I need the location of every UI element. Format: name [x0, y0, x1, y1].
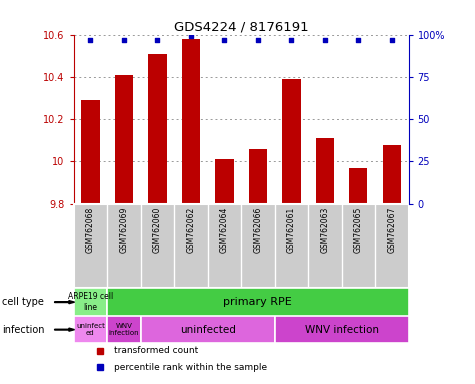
- Text: infection: infection: [2, 324, 45, 334]
- Bar: [349, 168, 368, 204]
- Bar: [248, 149, 267, 204]
- Bar: [275, 316, 408, 343]
- Text: GSM762063: GSM762063: [320, 206, 329, 253]
- Text: GSM762069: GSM762069: [119, 206, 128, 253]
- Point: [254, 36, 262, 43]
- Text: ARPE19 cell
line: ARPE19 cell line: [68, 293, 113, 312]
- Bar: [215, 159, 234, 204]
- Bar: [315, 138, 334, 204]
- Bar: [81, 100, 100, 204]
- Text: GSM762068: GSM762068: [86, 206, 95, 253]
- Bar: [148, 54, 167, 204]
- Bar: [74, 288, 107, 316]
- Point: [287, 36, 295, 43]
- Text: WNV
infection: WNV infection: [109, 323, 139, 336]
- Bar: [382, 144, 401, 204]
- Bar: [141, 316, 275, 343]
- Text: WNV infection: WNV infection: [304, 324, 379, 334]
- Title: GDS4224 / 8176191: GDS4224 / 8176191: [174, 20, 308, 33]
- Text: GSM762065: GSM762065: [354, 206, 363, 253]
- Bar: [114, 75, 133, 204]
- Point: [321, 36, 329, 43]
- Bar: [74, 316, 107, 343]
- Bar: [181, 39, 200, 204]
- Text: primary RPE: primary RPE: [223, 297, 292, 307]
- Point: [354, 36, 362, 43]
- Text: GSM762067: GSM762067: [387, 206, 396, 253]
- Text: uninfect
ed: uninfect ed: [76, 323, 105, 336]
- Text: uninfected: uninfected: [180, 324, 236, 334]
- Text: GSM762061: GSM762061: [287, 206, 296, 253]
- Text: GSM762060: GSM762060: [153, 206, 162, 253]
- Text: transformed count: transformed count: [114, 346, 198, 355]
- Point: [153, 36, 161, 43]
- Text: GSM762066: GSM762066: [253, 206, 262, 253]
- Bar: [107, 316, 141, 343]
- Point: [120, 36, 128, 43]
- Text: cell type: cell type: [2, 297, 44, 307]
- Point: [220, 36, 228, 43]
- Point: [187, 33, 195, 39]
- Point: [388, 36, 396, 43]
- Text: GSM762064: GSM762064: [220, 206, 229, 253]
- Text: percentile rank within the sample: percentile rank within the sample: [114, 363, 267, 372]
- Bar: [282, 79, 301, 204]
- Text: GSM762062: GSM762062: [186, 206, 195, 253]
- Point: [86, 36, 94, 43]
